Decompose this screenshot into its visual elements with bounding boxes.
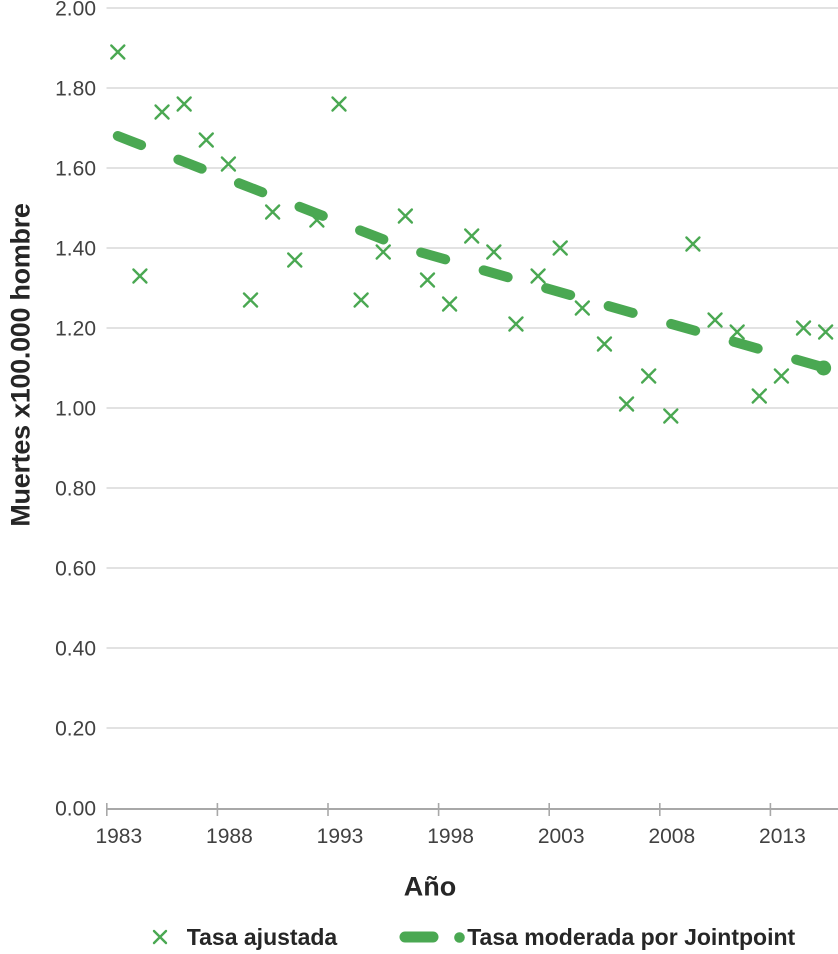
y-tick-label: 0.00 (55, 798, 96, 821)
scatter-point (596, 336, 613, 352)
y-tick-label: 0.80 (55, 478, 96, 501)
y-tick-label: 2.00 (55, 0, 96, 21)
scatter-point (264, 204, 281, 220)
y-tick-label: 0.60 (55, 558, 96, 581)
scatter-point (353, 292, 369, 308)
x-tick-label: 2013 (759, 825, 806, 848)
legend: Tasa ajustada Tasa moderada por Jointpoi… (107, 920, 838, 954)
scatter-point (176, 96, 192, 112)
legend-label-tasa-ajustada: Tasa ajustada (186, 923, 338, 950)
x-marker-icon (152, 929, 167, 945)
y-axis-title: Muertes x100.000 hombre (5, 203, 36, 527)
y-tick-label: 1.80 (55, 78, 96, 101)
scatter-point (618, 396, 635, 412)
scatter-point (663, 408, 679, 424)
scatter-point (242, 292, 259, 308)
scatter-point (574, 300, 591, 316)
scatter-point (132, 268, 148, 284)
x-tick-label: 2003 (538, 825, 585, 848)
scatter-point (331, 96, 347, 112)
y-tick-label: 0.40 (55, 638, 96, 661)
scatter-point (817, 324, 834, 340)
trend-line (112, 131, 831, 373)
scatter-point (751, 388, 767, 404)
dash-marker-icon (399, 931, 439, 943)
scatter-point (486, 244, 502, 260)
scatter-point (397, 208, 414, 224)
scatter-point (375, 244, 391, 260)
legend-item-jointpoint: Tasa moderada por Jointpoint (399, 924, 795, 951)
x-axis-title: Año (403, 871, 457, 902)
trend-end-dot (816, 360, 832, 376)
scatter-point (110, 44, 126, 60)
scatter-point (441, 296, 458, 312)
scatter-point (773, 368, 790, 384)
x-tick-label: 1998 (427, 825, 474, 848)
scatter-point (419, 272, 436, 288)
scatter-point (508, 316, 524, 332)
scatter-point (530, 268, 546, 284)
scatter-point (287, 252, 303, 268)
y-tick-label: 0.20 (55, 718, 96, 741)
legend-label-jointpoint: Tasa moderada por Jointpoint (467, 923, 796, 950)
y-tick-label: 1.60 (55, 158, 96, 181)
dot-marker-icon (454, 931, 466, 943)
scatter-point (707, 312, 723, 328)
scatter-point (198, 132, 214, 148)
scatter-point (795, 320, 812, 336)
scatter-point (640, 368, 657, 384)
scatter-point (685, 236, 701, 252)
scatter-point (220, 156, 237, 172)
x-tick-label: 1988 (206, 825, 253, 848)
y-tick-label: 1.40 (55, 238, 96, 261)
x-tick-label: 2008 (648, 825, 695, 848)
y-tick-label: 1.20 (55, 318, 96, 341)
legend-item-tasa-ajustada: Tasa ajustada (150, 924, 337, 951)
scatter-point (552, 240, 568, 256)
y-tick-label: 1.00 (55, 398, 96, 421)
scatter-point (464, 228, 480, 244)
scatter-point (729, 324, 745, 340)
scatter-point (154, 104, 170, 120)
x-tick-label: 1983 (95, 825, 142, 848)
x-tick-label: 1993 (317, 825, 364, 848)
